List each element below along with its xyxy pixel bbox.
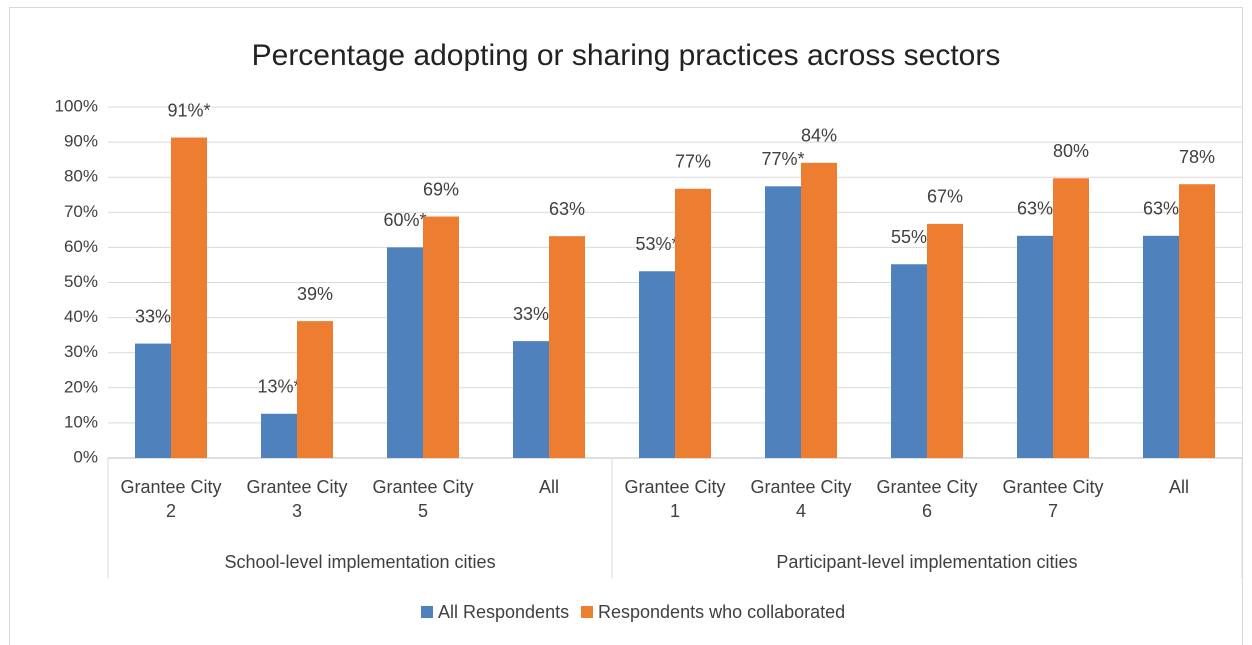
y-tick-label: 100% — [55, 96, 98, 115]
legend-swatch — [581, 606, 593, 618]
data-label: 77% — [675, 152, 711, 172]
group-label: School-level implementation cities — [224, 552, 495, 572]
legend-swatch — [421, 606, 433, 618]
bar — [297, 321, 333, 458]
data-label: 78% — [1179, 147, 1215, 167]
x-tick-label: All — [538, 477, 559, 497]
legend-label: All Respondents — [438, 602, 569, 622]
data-label: 84% — [801, 126, 837, 146]
y-tick-label: 0% — [73, 447, 98, 466]
x-tick-label: Grantee City 7 — [1002, 477, 1104, 521]
y-tick-label: 10% — [64, 412, 98, 431]
bar — [171, 137, 207, 459]
bar — [675, 188, 711, 458]
bar — [387, 247, 423, 458]
chart-border — [9, 7, 1243, 645]
bar — [423, 216, 459, 458]
bar — [135, 343, 171, 458]
data-label: 63% — [1143, 199, 1179, 219]
data-label: 53%* — [635, 234, 678, 254]
bar — [801, 162, 837, 458]
data-label: 60%* — [383, 210, 426, 230]
x-tick-label: Grantee City 4 — [750, 477, 852, 521]
x-tick-label: Grantee City 1 — [624, 477, 726, 521]
data-label: 67% — [927, 187, 963, 207]
bar — [513, 341, 549, 458]
y-tick-label: 80% — [64, 167, 98, 186]
y-tick-label: 90% — [64, 132, 98, 151]
bar — [1179, 184, 1215, 458]
data-label: 55% — [891, 227, 927, 247]
y-tick-label: 50% — [64, 272, 98, 291]
bar — [1053, 178, 1089, 459]
data-label: 39% — [297, 284, 333, 304]
legend-label: Respondents who collaborated — [598, 602, 845, 622]
group-label: Participant-level implementation cities — [776, 552, 1077, 572]
x-tick-label: Grantee City 6 — [876, 477, 978, 521]
data-label: 33% — [135, 306, 171, 326]
x-tick-label: Grantee City 2 — [120, 477, 222, 521]
bar — [927, 223, 963, 458]
y-tick-label: 70% — [64, 202, 98, 221]
y-tick-label: 60% — [64, 237, 98, 256]
data-label: 13%* — [257, 377, 300, 397]
bar — [1017, 235, 1053, 458]
bar — [639, 271, 675, 458]
data-label: 91%* — [167, 100, 210, 120]
bar — [261, 413, 297, 458]
data-label: 77%* — [761, 149, 804, 169]
x-tick-label: Grantee City 5 — [372, 477, 474, 521]
chart-title: Percentage adopting or sharing practices… — [252, 39, 1001, 72]
data-label: 80% — [1053, 141, 1089, 161]
data-label: 63% — [1017, 199, 1053, 219]
x-tick-label: All — [1168, 477, 1189, 497]
bar — [891, 264, 927, 458]
data-label: 33% — [513, 304, 549, 324]
y-tick-label: 40% — [64, 307, 98, 326]
data-label: 69% — [423, 179, 459, 199]
bar — [765, 186, 801, 459]
data-label: 63% — [549, 199, 585, 219]
x-tick-label: Grantee City 3 — [246, 477, 348, 521]
y-tick-label: 20% — [64, 377, 98, 396]
bar — [1143, 235, 1179, 458]
bar — [549, 236, 585, 458]
y-tick-label: 30% — [64, 342, 98, 361]
